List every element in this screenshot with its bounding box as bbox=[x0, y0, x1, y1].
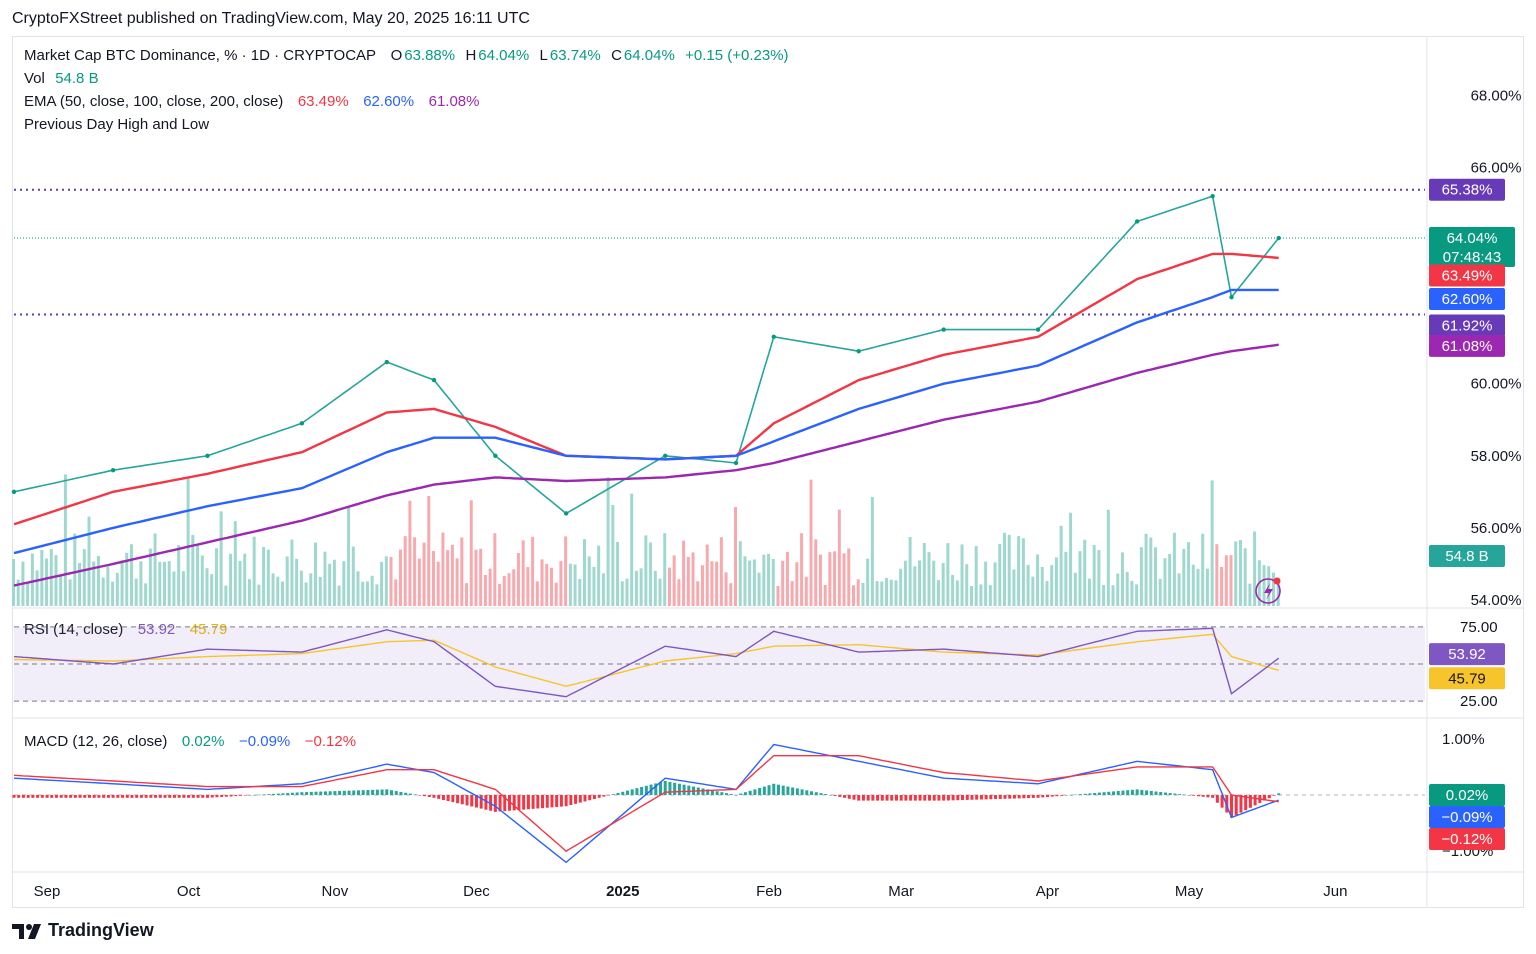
tradingview-logo[interactable]: TradingView bbox=[12, 920, 154, 941]
rsi-value: 53.92 bbox=[137, 621, 176, 638]
macd-hist-value: 0.02% bbox=[181, 733, 225, 750]
ema200-value: 61.08% bbox=[428, 93, 480, 110]
macd-signal-value: −0.12% bbox=[304, 733, 357, 750]
pdhl-legend: Previous Day High and Low bbox=[24, 116, 211, 133]
macd-line-value: −0.09% bbox=[238, 733, 291, 750]
symbol-legend: Market Cap BTC Dominance, % · 1D · CRYPT… bbox=[24, 47, 791, 64]
high-value: 64.04% bbox=[478, 47, 530, 64]
volume-legend: Vol 54.8 B bbox=[24, 70, 101, 87]
rsi-ma-value: 45.79 bbox=[189, 621, 228, 638]
low-label: L bbox=[539, 47, 548, 64]
chart-frame bbox=[12, 36, 1524, 908]
rsi-label[interactable]: RSI (14, close) bbox=[24, 621, 124, 638]
vol-label[interactable]: Vol bbox=[24, 70, 45, 87]
macd-label[interactable]: MACD (12, 26, close) bbox=[24, 733, 168, 750]
pdhl-label[interactable]: Previous Day High and Low bbox=[24, 116, 210, 133]
ema50-value: 63.49% bbox=[297, 93, 349, 110]
tradingview-logo-icon bbox=[12, 923, 41, 939]
rsi-legend: RSI (14, close) 53.92 45.79 bbox=[24, 621, 229, 638]
close-value: 64.04% bbox=[623, 47, 675, 64]
macd-legend: MACD (12, 26, close) 0.02% −0.09% −0.12% bbox=[24, 733, 358, 750]
change-value: +0.15 (+0.23%) bbox=[685, 47, 789, 64]
ema-label[interactable]: EMA (50, close, 100, close, 200, close) bbox=[24, 93, 284, 110]
symbol-title[interactable]: Market Cap BTC Dominance, % · 1D · CRYPT… bbox=[24, 47, 377, 64]
open-label: O bbox=[390, 47, 403, 64]
close-label: C bbox=[611, 47, 622, 64]
ema-legend: EMA (50, close, 100, close, 200, close) … bbox=[24, 93, 481, 110]
high-label: H bbox=[465, 47, 477, 64]
ema100-value: 62.60% bbox=[363, 93, 415, 110]
vol-value: 54.8 B bbox=[55, 70, 99, 87]
publisher-header: CryptoFXStreet published on TradingView.… bbox=[12, 10, 530, 27]
low-value: 63.74% bbox=[549, 47, 601, 64]
open-value: 63.88% bbox=[404, 47, 456, 64]
brand-name: TradingView bbox=[48, 920, 154, 940]
